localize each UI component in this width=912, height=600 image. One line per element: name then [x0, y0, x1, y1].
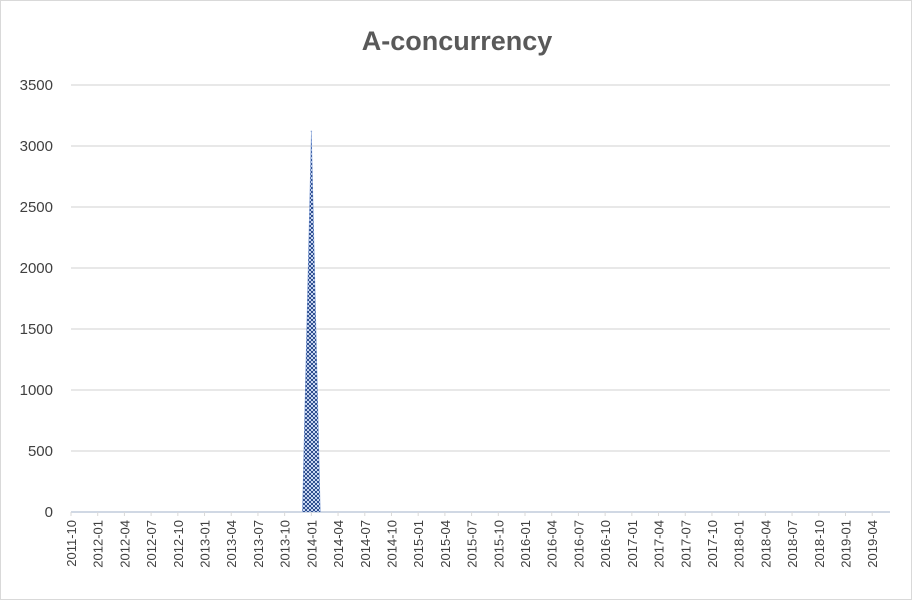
x-tick-label: 2011-10 — [64, 520, 79, 567]
x-tick-label: 2018-10 — [812, 520, 827, 568]
x-tick-label: 2016-07 — [571, 520, 586, 568]
y-tick-label: 1000 — [20, 382, 53, 399]
x-tick-label: 2019-04 — [865, 520, 880, 568]
y-axis: 0 500 1000 1500 2000 2500 3000 3500 — [20, 77, 53, 521]
series-area — [71, 131, 890, 513]
x-tick-label: 2016-01 — [518, 520, 533, 568]
x-tick-label: 2014-04 — [331, 520, 346, 568]
x-tick-label: 2014-01 — [304, 520, 319, 568]
x-tick-label: 2014-07 — [358, 520, 373, 568]
x-axis: 2011-10 2012-01 2012-04 2012-07 2012-10 2013-… — [64, 512, 880, 568]
y-tick-label: 500 — [28, 443, 53, 460]
gridlines — [71, 84, 890, 513]
y-tick-label: 0 — [45, 504, 53, 521]
x-tick-label: 2015-10 — [491, 520, 506, 568]
x-tick-label: 2017-04 — [652, 520, 667, 568]
x-tick-label: 2015-04 — [438, 520, 453, 568]
x-tick-label: 2019-01 — [838, 520, 853, 568]
x-tick-label: 2012-01 — [91, 520, 106, 568]
y-tick-label: 2500 — [20, 199, 53, 216]
x-tick-label: 2012-04 — [117, 520, 132, 568]
y-tick-label: 1500 — [20, 321, 53, 338]
x-tick-label: 2013-07 — [251, 520, 266, 568]
x-tick-label: 2014-10 — [384, 520, 399, 568]
y-tick-label: 3000 — [20, 138, 53, 155]
series-layer — [71, 130, 890, 513]
x-tick-label: 2013-10 — [278, 520, 293, 568]
x-tick-label: 2013-04 — [224, 520, 239, 568]
x-tick-label: 2012-07 — [144, 520, 159, 568]
x-tick-label: 2018-04 — [758, 520, 773, 568]
x-tick-label: 2016-10 — [598, 520, 613, 568]
x-tick-label: 2017-07 — [678, 520, 693, 568]
x-tick-label: 2018-01 — [732, 520, 747, 568]
x-tick-label: 2013-01 — [198, 520, 213, 568]
x-tick-label: 2016-04 — [545, 520, 560, 568]
x-tick-label: 2017-10 — [705, 520, 720, 568]
x-tick-label: 2018-07 — [785, 520, 800, 568]
x-tick-label: 2012-10 — [171, 520, 186, 568]
data-point — [310, 130, 313, 133]
y-tick-label: 2000 — [20, 260, 53, 277]
x-tick-label: 2017-01 — [625, 520, 640, 568]
x-tick-label: 2015-01 — [411, 520, 426, 568]
y-tick-label: 3500 — [20, 77, 53, 94]
chart-title: A-concurrency — [362, 26, 553, 56]
x-tick-label: 2015-07 — [465, 520, 480, 568]
